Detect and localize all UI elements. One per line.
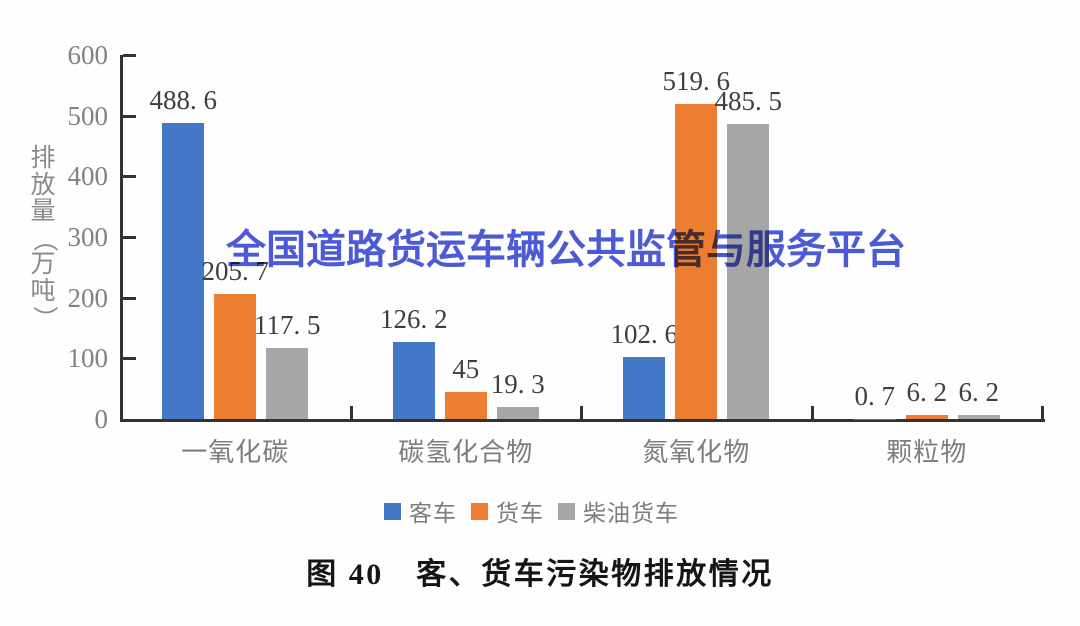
y-tick [123, 357, 136, 361]
y-axis-title-char: 放 [30, 171, 56, 199]
legend-item: 柴油货车 [558, 494, 679, 528]
y-tick [123, 54, 136, 57]
x-tick [810, 406, 814, 419]
legend-swatch-icon [384, 502, 401, 520]
bar [957, 415, 1000, 419]
bar [444, 391, 487, 419]
bar [162, 122, 205, 419]
y-tick [123, 296, 136, 300]
bar [496, 407, 539, 419]
bar [905, 415, 948, 419]
legend-swatch-icon [471, 502, 488, 520]
x-tick [1041, 406, 1044, 419]
legend-swatch-icon [558, 502, 575, 520]
y-tick-label: 500 [67, 100, 109, 131]
bar [392, 342, 435, 419]
legend-item: 客车 [384, 494, 457, 528]
y-tick-label: 100 [67, 343, 109, 374]
bar [727, 124, 770, 419]
legend-label: 柴油货车 [583, 501, 679, 526]
y-tick-label: 0 [94, 404, 109, 434]
y-axis-title-char: 吨 [30, 277, 56, 305]
bar-value-label: 102. 6 [610, 318, 679, 349]
y-tick [123, 236, 136, 239]
category-label: 一氧化碳 [181, 438, 290, 467]
bar-value-label: 126. 2 [380, 304, 448, 335]
y-tick-label: 600 [67, 40, 109, 70]
bar-value-label: 488. 6 [149, 84, 218, 115]
bar-value-label: 519. 6 [662, 65, 731, 96]
legend-item: 货车 [471, 494, 544, 528]
y-axis-title: 排放量（万吨） [26, 145, 60, 332]
x-tick [580, 406, 583, 419]
bar-value-label: 19. 3 [490, 369, 545, 400]
y-tick-label: 300 [67, 222, 109, 252]
bar-value-label: 45 [452, 353, 480, 384]
bar-value-label: 6. 2 [958, 377, 1000, 408]
bar [675, 103, 718, 419]
y-tick [123, 114, 136, 118]
x-axis-line [120, 419, 1045, 422]
y-axis-title-char: 排 [30, 145, 56, 172]
watermark-text: 全国道路货运车辆公共监管与服务平台 [226, 228, 906, 272]
y-axis-line [120, 55, 123, 422]
bar-value-label: 205. 7 [201, 256, 270, 287]
legend: 客车 货车 柴油货车 [384, 494, 679, 528]
category-label: 氮氧化物 [642, 438, 751, 467]
y-axis-title-char: 万 [30, 251, 56, 278]
category-label: 颗粒物 [886, 438, 968, 467]
bar-value-label: 0. 7 [854, 380, 896, 411]
y-tick-label: 400 [67, 161, 109, 192]
bar [623, 356, 666, 419]
figure-caption: 图 40 客、货车污染物排放情况 [306, 558, 774, 591]
legend-label: 货车 [496, 501, 544, 526]
legend-label: 客车 [409, 501, 457, 526]
category-label: 碳氢化合物 [398, 438, 534, 467]
bar [214, 294, 257, 419]
bar [266, 347, 309, 419]
bar-value-label: 117. 5 [254, 309, 321, 340]
x-tick [349, 406, 353, 419]
y-tick [123, 175, 136, 179]
bar-value-label: 6. 2 [906, 377, 948, 408]
y-axis-title-char: 量 [30, 198, 56, 225]
y-tick-label: 200 [67, 282, 109, 313]
bar-value-label: 485. 5 [714, 86, 783, 117]
